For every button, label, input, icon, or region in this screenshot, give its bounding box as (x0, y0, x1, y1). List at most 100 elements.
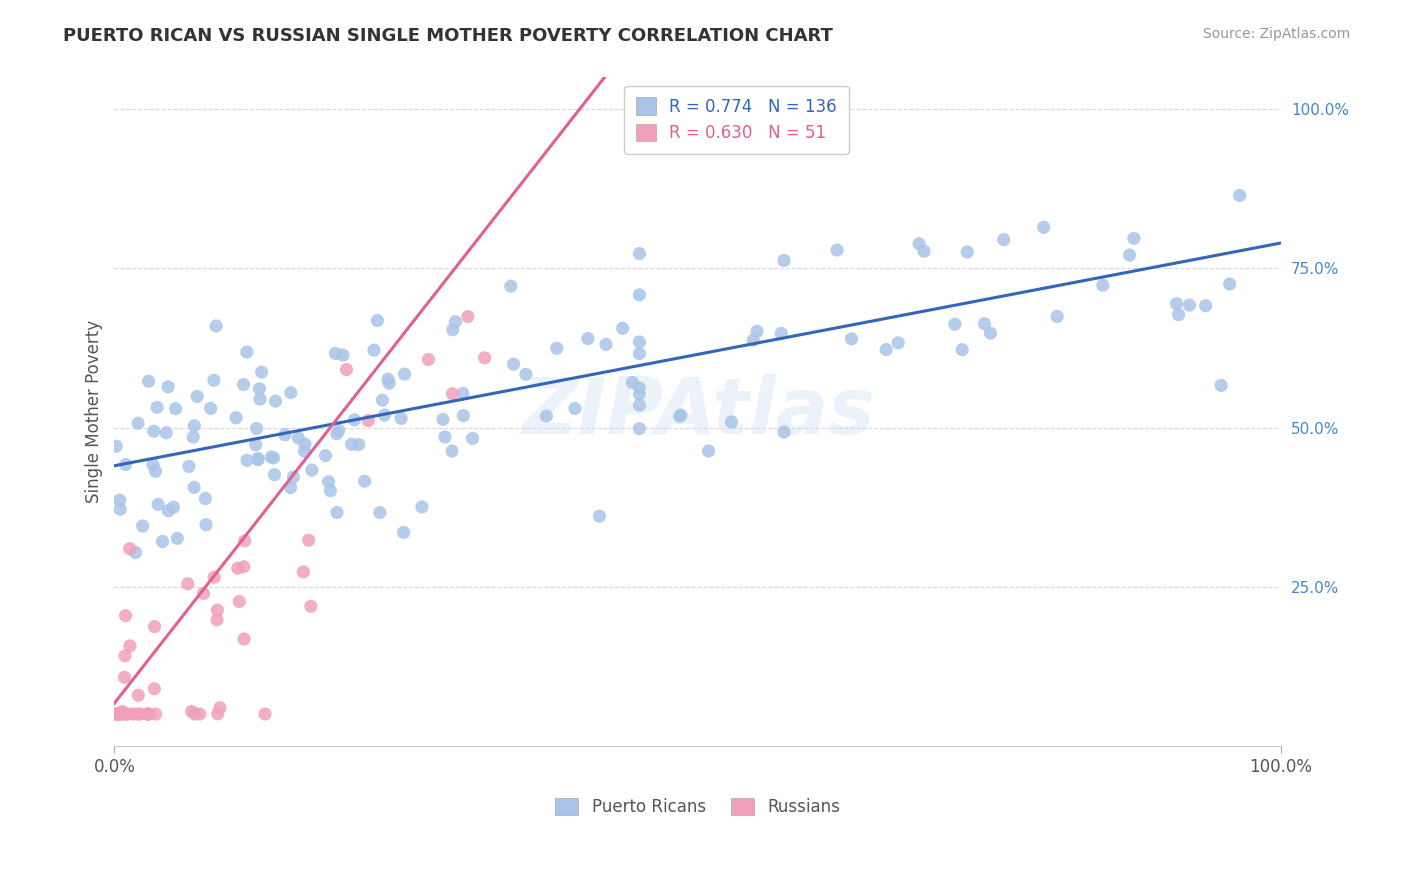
Point (200, 401, 222, 416)
Point (353, 474, 375, 488)
Point (394, 367, 416, 381)
Point (177, 576, 200, 591)
Point (112, 706, 135, 721)
Point (245, 438, 267, 452)
Point (294, 437, 316, 451)
Point (1032, 220, 1054, 235)
Point (146, 401, 169, 415)
Point (143, 681, 166, 696)
Point (264, 394, 287, 409)
Point (143, 619, 166, 633)
Point (745, 324, 768, 338)
Point (595, 337, 617, 351)
Point (107, 706, 129, 721)
Point (444, 315, 467, 329)
Point (157, 504, 180, 518)
Point (184, 706, 207, 721)
Point (283, 470, 305, 484)
Point (183, 480, 205, 494)
Point (433, 430, 456, 444)
Point (742, 333, 765, 347)
Point (669, 409, 692, 424)
Point (127, 417, 149, 431)
Point (236, 453, 259, 467)
Point (669, 408, 692, 422)
Point (157, 380, 180, 394)
Point (180, 705, 202, 719)
Point (232, 377, 254, 392)
Point (301, 463, 323, 477)
Point (114, 648, 136, 663)
Point (146, 498, 169, 512)
Point (621, 376, 644, 390)
Point (162, 500, 184, 515)
Point (138, 706, 160, 721)
Point (131, 519, 153, 533)
Point (298, 533, 321, 548)
Point (457, 310, 479, 324)
Point (576, 332, 599, 346)
Point (205, 613, 228, 627)
Point (280, 480, 302, 494)
Point (280, 385, 302, 400)
Point (250, 365, 273, 379)
Point (993, 233, 1015, 247)
Point (207, 603, 229, 617)
Point (628, 334, 651, 349)
Point (118, 541, 141, 556)
Point (628, 387, 651, 401)
Point (371, 393, 394, 408)
Point (247, 451, 270, 466)
Point (773, 253, 796, 268)
Point (697, 444, 720, 458)
Point (236, 345, 259, 359)
Point (411, 500, 433, 514)
Point (263, 467, 285, 482)
Point (628, 381, 651, 395)
Point (260, 450, 283, 464)
Point (773, 425, 796, 439)
Point (152, 534, 174, 549)
Point (950, 343, 973, 357)
Point (165, 401, 187, 416)
Point (1167, 308, 1189, 322)
Point (205, 318, 228, 333)
Point (118, 639, 141, 653)
Point (181, 430, 204, 444)
Point (115, 706, 138, 721)
Point (875, 343, 897, 357)
Point (202, 373, 225, 387)
Point (943, 317, 966, 331)
Point (628, 287, 651, 301)
Point (912, 244, 935, 259)
Point (1219, 277, 1241, 291)
Point (127, 688, 149, 702)
Point (177, 459, 200, 474)
Point (366, 313, 388, 327)
Point (461, 431, 484, 445)
Point (104, 706, 127, 721)
Point (294, 444, 316, 458)
Point (720, 415, 742, 429)
Point (315, 449, 337, 463)
Point (274, 427, 297, 442)
Point (194, 491, 217, 506)
Point (183, 418, 205, 433)
Point (114, 670, 136, 684)
Point (908, 236, 931, 251)
Point (368, 506, 391, 520)
Point (389, 411, 412, 425)
Point (246, 452, 269, 467)
Point (1046, 310, 1069, 324)
Point (841, 332, 863, 346)
Point (1122, 231, 1144, 245)
Point (127, 706, 149, 721)
Point (340, 437, 363, 451)
Point (110, 706, 132, 721)
Point (122, 706, 145, 721)
Point (128, 706, 150, 721)
Point (441, 386, 464, 401)
Point (1166, 296, 1188, 310)
Point (263, 450, 285, 465)
Point (1091, 278, 1114, 293)
